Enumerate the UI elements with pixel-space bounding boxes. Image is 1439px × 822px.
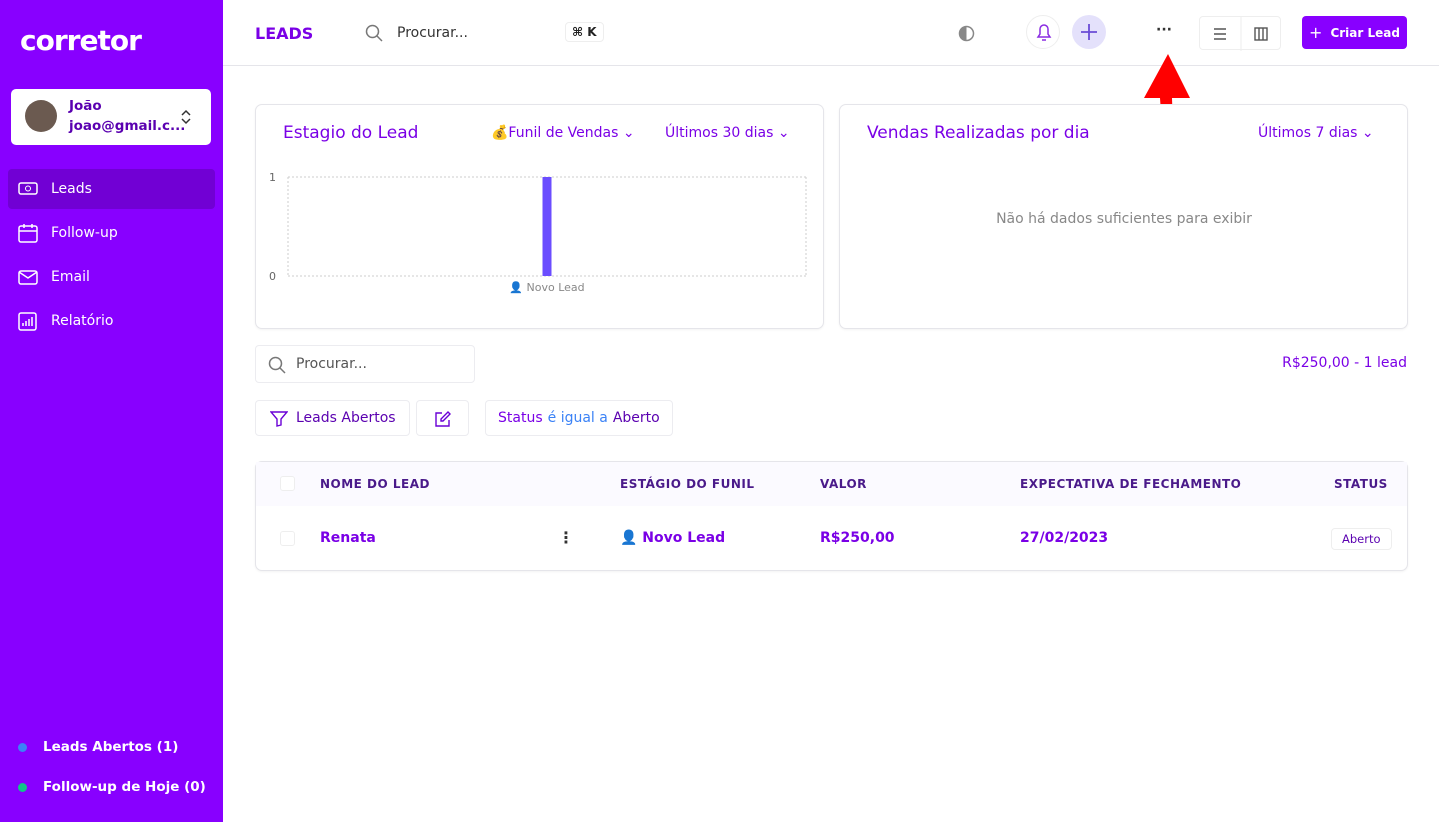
notifications[interactable]	[1026, 15, 1060, 49]
status-dot	[18, 742, 27, 752]
filter-label: 💰Funil de Vendas	[491, 125, 619, 141]
create-lead-button[interactable]: + Criar Lead	[1302, 16, 1407, 49]
avatar	[25, 100, 57, 132]
footer-label: Follow-up de Hoje (0)	[43, 779, 206, 795]
filter-operator: é igual a	[547, 410, 608, 426]
column-header: VALOR	[820, 477, 867, 491]
filter-label: Últimos 30 dias	[665, 125, 774, 141]
nav-label: Leads	[51, 181, 92, 197]
user-menu[interactable]: João joao@gmail.c...	[11, 89, 211, 145]
funnel-filter[interactable]: 💰Funil de Vendas ⌄	[491, 125, 635, 141]
row-menu[interactable]: ⋮	[558, 528, 574, 547]
x-tick-label: 👤 Novo Lead	[509, 281, 584, 294]
nav-item[interactable]: Follow-up	[8, 213, 215, 253]
nav-item[interactable]: Relatório	[8, 301, 215, 341]
y-tick-label: 0	[269, 270, 276, 283]
filter-label: Últimos 7 dias	[1258, 125, 1358, 141]
column-header: STATUS	[1334, 477, 1388, 491]
more-menu[interactable]: ···	[1156, 22, 1172, 38]
plus-icon: +	[1309, 23, 1323, 42]
status-dot	[18, 782, 27, 792]
search-input[interactable]: Procurar...	[397, 25, 468, 41]
page-title: LEADS	[255, 24, 314, 43]
table-header	[256, 462, 1407, 506]
user-email: joao@gmail.c...	[69, 118, 186, 134]
plus	[1081, 24, 1097, 40]
lead-name[interactable]: Renata	[320, 530, 376, 546]
filter-value: Aberto	[612, 410, 660, 426]
nav-label: Follow-up	[51, 225, 118, 241]
sidebar: corretor João joao@gmail.c... Leads Foll…	[0, 0, 223, 822]
icon	[18, 270, 38, 285]
filter-chip[interactable]: Status é igual a Aberto	[485, 400, 673, 436]
user-name: João	[69, 98, 102, 114]
lead-stage: 👤 Novo Lead	[620, 530, 726, 546]
status-badge: Aberto	[1331, 528, 1392, 550]
nav-item[interactable]: Email	[8, 257, 215, 297]
icon	[18, 182, 38, 195]
view-filter[interactable]: Leads Abertos	[255, 400, 410, 436]
period-filter[interactable]: Últimos 7 dias ⌄	[1258, 125, 1374, 141]
lead-value: R$250,00	[820, 530, 895, 546]
footer-item[interactable]: Leads Abertos (1)	[18, 739, 178, 755]
footer-label: Leads Abertos (1)	[43, 739, 179, 755]
nav-label: Email	[51, 269, 90, 285]
search-icon	[365, 24, 383, 42]
lead-date: 27/02/2023	[1020, 530, 1109, 546]
filter-field: Status	[498, 410, 543, 426]
icon	[18, 224, 38, 243]
shortcut: ⌘ K	[565, 22, 604, 42]
button-label: Criar Lead	[1330, 25, 1400, 40]
row-select[interactable]	[280, 531, 295, 546]
add-button[interactable]	[1072, 15, 1106, 49]
theme-toggle[interactable]	[958, 25, 975, 42]
icon	[18, 312, 37, 331]
nav-item[interactable]: Leads	[8, 169, 215, 209]
bar	[542, 177, 552, 276]
footer-item[interactable]: Follow-up de Hoje (0)	[18, 779, 206, 795]
bar-chart: 0 1 👤 Novo Lead	[269, 171, 807, 294]
table-search[interactable]: Procurar...	[255, 345, 475, 383]
view-icons[interactable]	[1200, 17, 1282, 51]
edit-icon	[435, 411, 451, 427]
card-title: Estagio do Lead	[283, 123, 419, 143]
edit-filter[interactable]	[416, 400, 469, 436]
search-placeholder: Procurar...	[296, 356, 367, 372]
chevron	[181, 109, 191, 125]
card-title: Vendas Realizadas por dia	[867, 123, 1090, 143]
bell	[1036, 24, 1052, 41]
period-filter[interactable]: Últimos 30 dias ⌄	[665, 125, 790, 141]
lead-stage-card: Estagio do Lead 💰Funil de Vendas ⌄ Últim…	[255, 104, 824, 329]
empty-message: Não há dados suficientes para exibir	[996, 211, 1252, 227]
filter-icon	[270, 411, 288, 427]
logo[interactable]: corretor	[20, 24, 142, 57]
leads-table: NOME DO LEAD ESTÁGIO DO FUNIL VALOR EXPE…	[255, 461, 1408, 571]
view-label: Leads Abertos	[296, 410, 396, 426]
search-icon	[268, 356, 286, 374]
select-all[interactable]	[280, 476, 295, 491]
summary: R$250,00 - 1 lead	[1282, 355, 1407, 371]
nav-label: Relatório	[51, 313, 114, 329]
column-header: ESTÁGIO DO FUNIL	[620, 477, 755, 491]
y-tick-label: 1	[269, 171, 276, 184]
column-header: NOME DO LEAD	[320, 477, 430, 491]
view-toggle	[1199, 16, 1282, 51]
header: LEADS Procurar... ⌘ K ··· + Criar Lead	[223, 0, 1439, 66]
sales-card: Vendas Realizadas por dia Últimos 7 dias…	[839, 104, 1408, 329]
column-header: EXPECTATIVA DE FECHAMENTO	[1020, 477, 1242, 491]
